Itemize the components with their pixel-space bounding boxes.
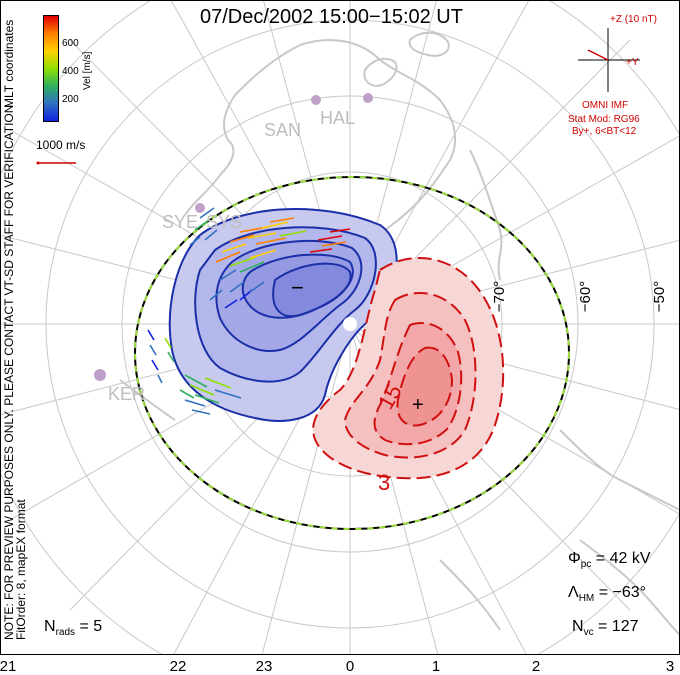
colorbar-title: Vel [m/s] <box>82 51 93 90</box>
latitude-label: −70° <box>491 280 509 313</box>
mlt-label: 3 <box>665 658 675 675</box>
station-label: SYE <box>162 212 199 232</box>
mlt-label: 21 <box>0 658 17 675</box>
vector-count: Nvc = 127 <box>572 618 639 639</box>
negative-convection-cell <box>168 207 398 422</box>
fit-info: FitOrder: 8, mapEX format <box>14 499 28 640</box>
station-label: SAN <box>264 120 302 140</box>
latitude-label: −50° <box>651 280 669 313</box>
colorbar-tick: 200 <box>62 94 79 105</box>
mlt-label: 22 <box>169 658 187 675</box>
scale-vector-label: 1000 m/s <box>36 138 86 152</box>
imf-vector <box>587 49 609 61</box>
stat-model-bin: By+, 6<BT<12 <box>572 126 637 137</box>
coordinate-system-label: MLT coordinates <box>2 19 16 108</box>
colorbar-tick: 600 <box>62 38 79 49</box>
mlt-label: 23 <box>255 658 273 675</box>
negative-cell-symbol: − <box>291 275 304 300</box>
station-label: KER <box>108 384 146 404</box>
imf-y-label: +Y <box>626 57 639 68</box>
map-title: 07/Dec/2002 15:00−15:02 UT <box>200 6 463 28</box>
station-label: SYS <box>206 212 243 232</box>
positive-cell-symbol: + <box>412 394 424 416</box>
positive-convection-cell <box>312 257 505 480</box>
stat-model: Stat Mod: RG96 <box>568 114 640 125</box>
imf-z-label: +Z (10 nT) <box>610 14 657 25</box>
mlt-label: 0 <box>345 658 355 675</box>
mlt-label: 2 <box>531 658 541 675</box>
contour-label: 3 <box>378 470 391 495</box>
cross-polar-potential: Φpc = 42 kV <box>568 550 651 571</box>
imf-source: OMNI IMF <box>582 100 629 111</box>
velocity-vectors <box>147 207 351 415</box>
mlt-label: 1 <box>431 658 441 675</box>
velocity-colorbar <box>43 15 59 122</box>
pole-marker <box>343 317 357 331</box>
radar-count: Nrads = 5 <box>44 618 103 639</box>
colorbar-tick: 400 <box>62 66 79 77</box>
hm-latitude: ΛHM = −63° <box>568 584 647 605</box>
station-label: HAL <box>320 108 356 128</box>
hm-boundary-dash <box>134 176 570 530</box>
latitude-label: −60° <box>577 280 595 313</box>
station-markers <box>94 93 373 381</box>
